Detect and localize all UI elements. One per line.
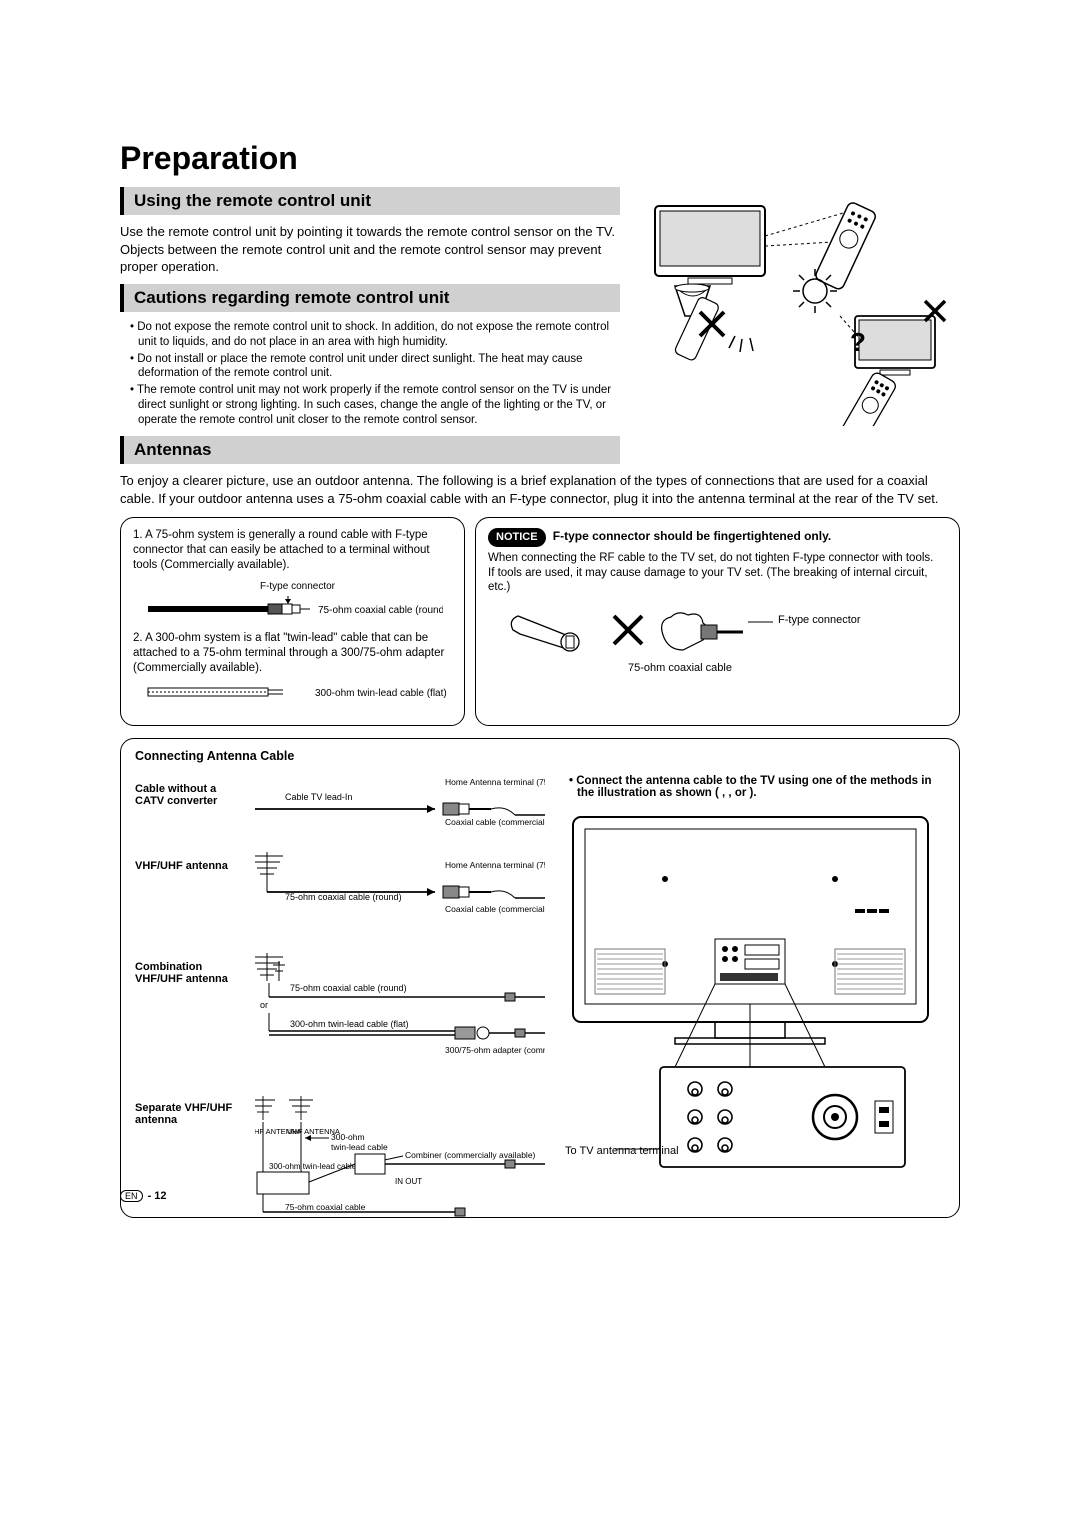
conn-row-catv: Cable without a CATV converter Cable TV …: [135, 775, 545, 834]
rightbox-body2: If tools are used, it may cause damage t…: [488, 566, 947, 596]
section-heading-antennas: Antennas: [120, 436, 620, 464]
svg-text:To TV antenna terminal: To TV antenna terminal: [565, 1145, 679, 1157]
tv-rear-illustration: To TV antenna terminal: [565, 809, 940, 1179]
antennas-intro: To enjoy a clearer picture, use an outdo…: [120, 472, 960, 507]
svg-text:IN OUT: IN OUT: [395, 1177, 422, 1186]
conn-row-combo: Combination VHF/UHF antenna or 75-ohm co…: [135, 953, 545, 1076]
row-label: Separate VHF/UHF antenna: [135, 1102, 245, 1126]
caution-item: Do not expose the remote control unit to…: [120, 320, 620, 350]
section-heading-remote: Using the remote control unit: [120, 187, 620, 215]
svg-text:75-ohm coaxial cable: 75-ohm coaxial cable: [285, 1202, 366, 1212]
svg-text:300-ohm twin-lead cable (flat): 300-ohm twin-lead cable (flat): [290, 1019, 409, 1029]
connecting-box: Connecting Antenna Cable Cable without a…: [120, 738, 960, 1218]
remote-illustration: ?: [640, 196, 960, 426]
svg-text:75-ohm coaxial cable (round): 75-ohm coaxial cable (round): [318, 605, 443, 616]
svg-text:75-ohm coaxial cable (round): 75-ohm coaxial cable (round): [290, 983, 407, 993]
connect-instruction: • Connect the antenna cable to the TV us…: [565, 775, 945, 799]
section-heading-cautions: Cautions regarding remote control unit: [120, 284, 620, 312]
conn-row-vhfuhf: VHF/UHF antenna 75-ohm coaxial cable (ro…: [135, 852, 545, 935]
rightbox-body1: When connecting the RF cable to the TV s…: [488, 551, 947, 566]
antenna-rightbox: NOTICE F-type connector should be finger…: [475, 517, 960, 725]
row-label: Cable without a CATV converter: [135, 783, 245, 807]
svg-text:?: ?: [850, 327, 866, 357]
caution-item: The remote control unit may not work pro…: [120, 383, 620, 428]
wrench-hand-icon: F-type connector 75-ohm coaxial cable: [488, 595, 948, 675]
conn-row-separate: Separate VHF/UHF antenna VHF ANTENNA UHF…: [135, 1094, 545, 1227]
caution-item: Do not install or place the remote contr…: [120, 352, 620, 382]
connecting-heading: Connecting Antenna Cable: [135, 749, 945, 763]
antenna-leftbox: 1. A 75-ohm system is generally a round …: [120, 517, 465, 725]
svg-text:Cable TV lead-In: Cable TV lead-In: [285, 792, 352, 802]
page-title: Preparation: [120, 140, 960, 177]
svg-text:Combiner (commercially availab: Combiner (commercially available): [405, 1150, 536, 1160]
svg-text:300-ohm: 300-ohm: [331, 1132, 365, 1142]
svg-text:300-ohm twin-lead cable: 300-ohm twin-lead cable: [269, 1162, 357, 1171]
notice-pill: NOTICE: [488, 528, 546, 546]
page-number: - 12: [148, 1190, 167, 1202]
svg-text:75-ohm coaxial cable (round): 75-ohm coaxial cable (round): [285, 892, 402, 902]
leftbox-item2: 2. A 300-ohm system is a flat "twin-lead…: [133, 631, 452, 676]
svg-text:75-ohm coaxial cable: 75-ohm coaxial cable: [628, 662, 732, 674]
svg-text:Home Antenna terminal (75-ohm): Home Antenna terminal (75-ohm): [445, 860, 545, 870]
leftbox-item1: 1. A 75-ohm system is generally a round …: [133, 528, 452, 573]
svg-text:twin-lead cable: twin-lead cable: [331, 1142, 388, 1152]
svg-text:Coaxial cable (commercially av: Coaxial cable (commercially available): [445, 904, 545, 914]
notice-title: F-type connector should be fingertighten…: [553, 529, 831, 543]
svg-text:300-ohm twin-lead cable (flat): 300-ohm twin-lead cable (flat): [315, 688, 447, 699]
row-label: Combination VHF/UHF antenna: [135, 961, 245, 985]
svg-text:Home Antenna terminal (75-ohm): Home Antenna terminal (75-ohm): [445, 777, 545, 787]
remote-body: Use the remote control unit by pointing …: [120, 223, 620, 276]
svg-text:or: or: [260, 1000, 268, 1010]
page-footer: EN - 12: [120, 1190, 167, 1202]
row-label: VHF/UHF antenna: [135, 860, 245, 872]
svg-text:F-type connector: F-type connector: [778, 614, 861, 626]
coax-cable-icon: 75-ohm coaxial cable (round): [143, 596, 443, 618]
cautions-list: Do not expose the remote control unit to…: [120, 320, 620, 429]
lang-badge: EN: [120, 1190, 143, 1202]
ftype-connector-label: F-type connector: [260, 581, 335, 592]
twinlead-cable-icon: 300-ohm twin-lead cable (flat): [143, 682, 453, 702]
svg-text:300/75-ohm adapter (commercial: 300/75-ohm adapter (commercially availab…: [445, 1045, 545, 1055]
svg-text:Coaxial cable (commercially av: Coaxial cable (commercially available): [445, 817, 545, 827]
